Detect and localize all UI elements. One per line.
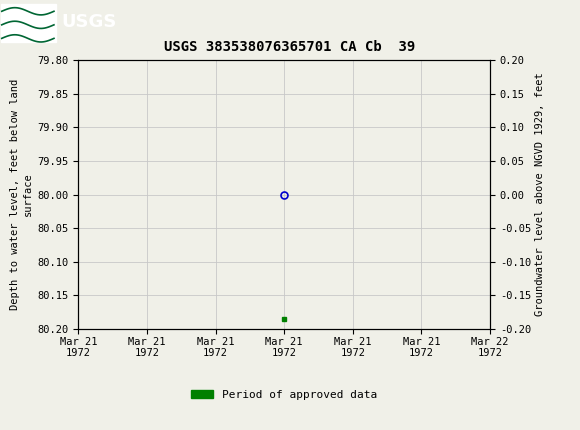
Y-axis label: Groundwater level above NGVD 1929, feet: Groundwater level above NGVD 1929, feet [535, 73, 545, 316]
Legend: Period of approved data: Period of approved data [187, 385, 382, 404]
Text: USGS: USGS [61, 12, 116, 31]
Text: USGS 383538076365701 CA Cb  39: USGS 383538076365701 CA Cb 39 [164, 40, 416, 54]
FancyBboxPatch shape [1, 3, 56, 42]
Y-axis label: Depth to water level, feet below land
surface: Depth to water level, feet below land su… [10, 79, 33, 310]
